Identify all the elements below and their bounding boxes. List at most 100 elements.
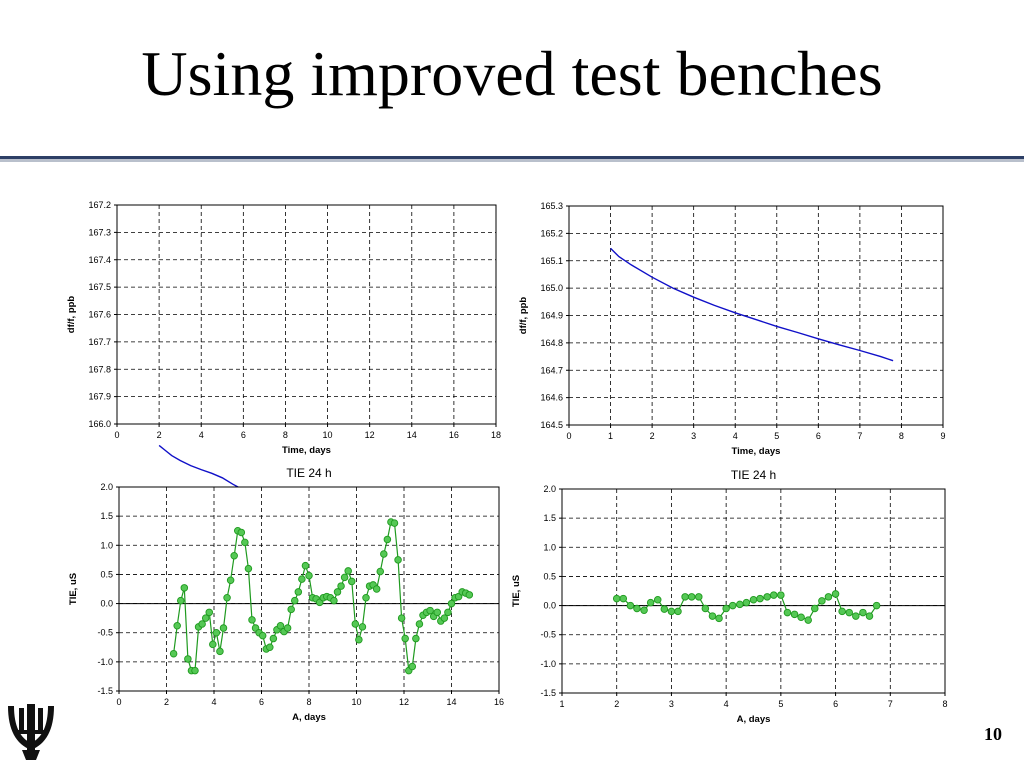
x-tick-label: 10 [351, 697, 361, 707]
data-point [298, 575, 306, 583]
data-point [660, 605, 669, 613]
y-tick-label: 0.5 [100, 569, 113, 579]
x-tick-label: 0 [116, 697, 121, 707]
x-tick-label: 2 [164, 697, 169, 707]
x-axis-label: Time, days [282, 445, 331, 456]
x-tick-label: 7 [857, 431, 862, 441]
y-tick-label: 165.0 [540, 283, 563, 293]
data-point [241, 538, 249, 547]
data-point [305, 571, 313, 580]
y-tick-label: -0.5 [97, 628, 113, 638]
y-tick-label: 164.9 [540, 311, 563, 321]
data-point [348, 577, 356, 586]
data-point [742, 598, 751, 607]
y-tick-label: 167.8 [88, 364, 111, 374]
y-tick-label: 0.5 [543, 571, 556, 581]
data-point [201, 614, 210, 622]
data-point [708, 612, 717, 620]
y-tick-label: 1.5 [543, 513, 556, 523]
x-tick-label: 4 [724, 699, 729, 709]
data-point [209, 640, 217, 649]
plot-frame [561, 488, 946, 694]
x-tick-label: 6 [816, 431, 821, 441]
data-point [290, 596, 299, 605]
data-point [401, 634, 409, 643]
data-point [728, 601, 737, 610]
data-point [756, 594, 764, 603]
x-axis-label: A, days [737, 714, 771, 725]
data-point [205, 608, 213, 617]
data-point [838, 607, 846, 616]
data-point [223, 593, 231, 602]
data-point [695, 593, 703, 601]
y-tick-label: 165.3 [540, 201, 563, 211]
data-point [859, 608, 867, 617]
y-tick-label: 167.9 [88, 392, 111, 402]
y-axis-label: df/f, ppb [66, 296, 77, 334]
data-point [230, 552, 238, 560]
data-point [797, 613, 805, 621]
data-point [831, 590, 840, 598]
x-axis-label: A, days [292, 712, 326, 723]
data-point [426, 606, 434, 615]
x-tick-label: 12 [365, 430, 375, 440]
data-point [777, 591, 785, 599]
series-line [610, 247, 894, 362]
data-point [244, 564, 253, 573]
data-point [397, 614, 406, 622]
x-tick-label: 8 [942, 699, 947, 709]
data-point [653, 595, 662, 604]
x-tick-label: 5 [778, 699, 783, 709]
data-point [667, 607, 676, 616]
y-tick-label: 167.5 [88, 282, 111, 292]
data-point [444, 608, 452, 617]
x-tick-label: 18 [491, 430, 501, 440]
data-point [394, 556, 402, 564]
data-point [216, 647, 224, 656]
data-point [681, 593, 689, 601]
y-tick-label: 167.7 [88, 337, 111, 347]
y-tick-label: 164.6 [540, 393, 563, 403]
data-point [287, 605, 295, 614]
x-tick-label: 14 [446, 697, 456, 707]
data-point [340, 573, 349, 582]
title-divider-shadow [0, 159, 1024, 162]
data-point [408, 662, 417, 671]
data-point [351, 620, 360, 628]
y-tick-label: 1.5 [100, 511, 113, 521]
data-point [769, 591, 778, 599]
y-axis-label: df/f, ppb [518, 297, 529, 335]
y-tick-label: 167.6 [88, 310, 111, 320]
data-point [872, 601, 881, 610]
data-point [626, 601, 635, 610]
data-point [355, 635, 363, 644]
y-tick-label: 1.0 [100, 540, 113, 550]
data-point [173, 621, 181, 630]
tie-chart-left: 0 2 4 6 8 10 12 14 16 2.0 1.5 1.0 0.5 0.0 -0.5 -1.0 -1.5… [68, 466, 504, 723]
y-tick-label: 165.2 [540, 228, 563, 238]
x-tick-label: 7 [888, 699, 893, 709]
data-point [184, 655, 192, 663]
y-tick-label: -1.5 [540, 688, 556, 698]
y-tick-label: 1.0 [543, 542, 556, 552]
y-axis-label: TIE, uS [68, 573, 79, 605]
x-tick-label: 3 [669, 699, 674, 709]
data-point [301, 561, 310, 570]
data-point [701, 604, 710, 613]
x-tick-label: 14 [407, 430, 417, 440]
x-tick-label: 10 [323, 430, 333, 440]
data-point [736, 600, 744, 609]
y-tick-label: 167.3 [88, 227, 111, 237]
data-point [749, 595, 758, 604]
y-tick-label: 166.0 [88, 419, 111, 429]
data-point [783, 608, 792, 617]
data-point [763, 593, 771, 601]
x-tick-label: 16 [449, 430, 459, 440]
x-tick-label: 4 [733, 431, 738, 441]
data-point [715, 614, 723, 623]
y-tick-label: -0.5 [540, 630, 556, 640]
data-point [283, 624, 292, 632]
data-point [824, 593, 833, 601]
data-point [845, 608, 854, 617]
data-point [198, 620, 206, 628]
